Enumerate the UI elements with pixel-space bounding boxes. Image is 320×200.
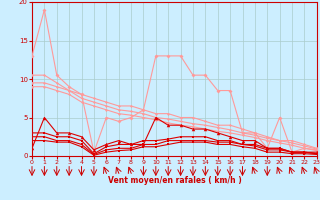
X-axis label: Vent moyen/en rafales ( km/h ): Vent moyen/en rafales ( km/h ): [108, 176, 241, 185]
